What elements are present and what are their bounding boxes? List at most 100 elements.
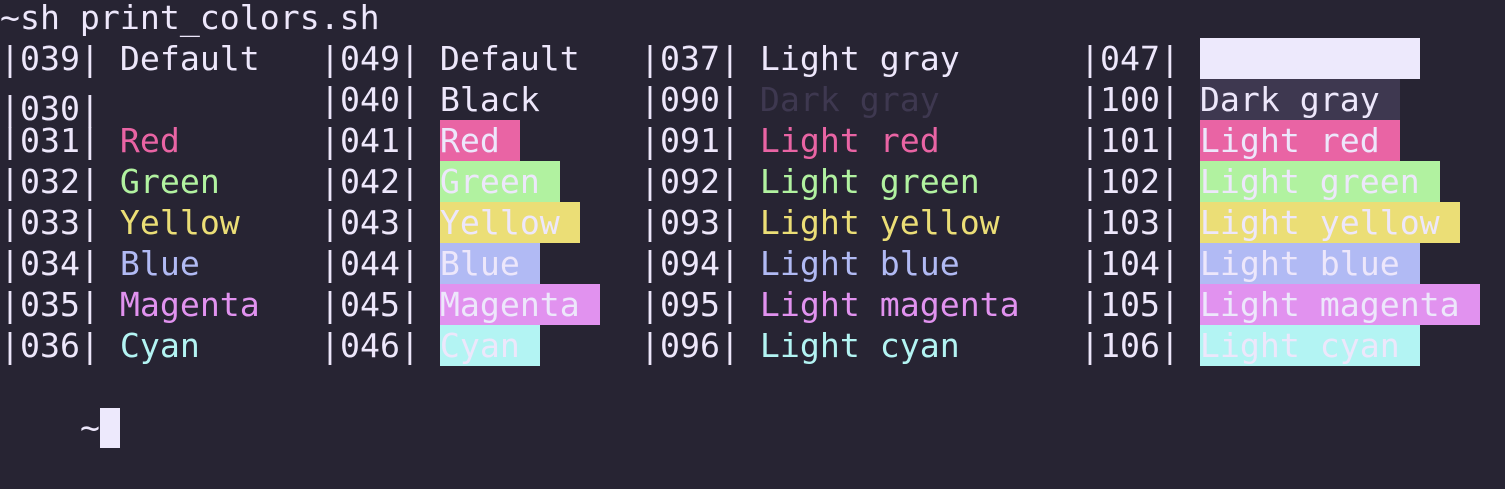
color-cell: |103| Light yellow — [1080, 202, 1460, 243]
color-label: Light blue — [1199, 243, 1420, 284]
color-code: |039| — [0, 39, 100, 78]
color-label: Light yellow — [1199, 202, 1460, 243]
color-cell: |090| Dark gray — [640, 79, 940, 120]
color-code: |106| — [1080, 326, 1180, 365]
color-label: Red — [439, 120, 520, 161]
color-code: |043| — [320, 203, 420, 242]
color-label: Light cyan — [1199, 325, 1420, 366]
color-code: |033| — [0, 203, 100, 242]
color-cell: |100| Dark gray — [1080, 79, 1400, 120]
color-label: Default — [439, 39, 580, 78]
color-code: |092| — [640, 162, 740, 201]
color-code: |036| — [0, 326, 100, 365]
prompt-line[interactable]: ~ — [0, 366, 1505, 448]
color-code: |042| — [320, 162, 420, 201]
color-row: |039| Default |049| Default |037| Light gr… — [0, 38, 1505, 79]
cursor — [99, 408, 120, 448]
color-cell: |036| Cyan — [0, 325, 200, 366]
color-cell: |046| Cyan — [320, 325, 540, 366]
color-label: Cyan — [119, 326, 200, 365]
color-row: |030| |040| Black |090| Dark gray |100| Da… — [0, 79, 1505, 128]
color-code: |037| — [640, 39, 740, 78]
color-label: Dark gray — [759, 80, 940, 119]
color-label: Cyan — [439, 325, 540, 366]
color-cell: |041| Red — [320, 120, 520, 161]
color-cell: |042| Green — [320, 161, 560, 202]
color-code: |100| — [1080, 80, 1180, 119]
color-cell: |092| Light green — [640, 161, 980, 202]
color-label: Magenta — [119, 285, 260, 324]
color-label: Light gray — [1199, 38, 1420, 79]
color-cell: |039| Default — [0, 38, 260, 79]
color-row: |034| Blue |044| Blue |094| Light blue |104… — [0, 243, 1505, 284]
color-cell: |094| Light blue — [640, 243, 960, 284]
color-cell: |035| Magenta — [0, 284, 260, 325]
color-code: |049| — [320, 39, 420, 78]
color-code: |104| — [1080, 244, 1180, 283]
color-label: Red — [119, 121, 180, 160]
color-label: Light cyan — [759, 326, 960, 365]
color-code: |091| — [640, 121, 740, 160]
color-code: |032| — [0, 162, 100, 201]
color-code: |096| — [640, 326, 740, 365]
color-cell: |030| — [0, 79, 120, 128]
color-label: Light red — [759, 121, 940, 160]
color-code: |094| — [640, 244, 740, 283]
color-code: |035| — [0, 285, 100, 324]
color-cell: |091| Light red — [640, 120, 940, 161]
prompt: ~ — [79, 408, 100, 447]
color-cell: |031| Red — [0, 120, 180, 161]
color-code: |101| — [1080, 121, 1180, 160]
color-cell: |096| Light cyan — [640, 325, 960, 366]
color-code: |046| — [320, 326, 420, 365]
color-label: Green — [439, 161, 560, 202]
color-cell: |049| Default — [320, 38, 580, 79]
color-cell: |106| Light cyan — [1080, 325, 1420, 366]
color-row: |032| Green |042| Green |092| Light green |… — [0, 161, 1505, 202]
color-label: Yellow — [119, 203, 240, 242]
color-cell: |093| Light yellow — [640, 202, 1000, 243]
color-cell: |043| Yellow — [320, 202, 580, 243]
color-code: |102| — [1080, 162, 1180, 201]
color-code: |090| — [640, 80, 740, 119]
color-label: Default — [119, 39, 260, 78]
color-label: Blue — [439, 243, 540, 284]
color-cell: |044| Blue — [320, 243, 540, 284]
color-label: Light red — [1199, 120, 1400, 161]
color-code: |040| — [320, 80, 420, 119]
color-label: Light magenta — [759, 285, 1020, 324]
color-cell: |033| Yellow — [0, 202, 240, 243]
color-row: |033| Yellow |043| Yellow |093| Light yell… — [0, 202, 1505, 243]
color-cell: |032| Green — [0, 161, 220, 202]
color-cell: |101| Light red — [1080, 120, 1400, 161]
color-label: Light blue — [759, 244, 960, 283]
color-code: |031| — [0, 121, 100, 160]
color-label: Light gray — [759, 39, 960, 78]
color-cell: |104| Light blue — [1080, 243, 1420, 284]
command-line: ~sh print_colors.sh — [0, 0, 380, 37]
color-cell: |095| Light magenta — [640, 284, 1020, 325]
color-cell: |037| Light gray — [640, 38, 960, 79]
color-code: |103| — [1080, 203, 1180, 242]
color-label: Dark gray — [1199, 79, 1400, 120]
color-code: |045| — [320, 285, 420, 324]
color-label: Magenta — [439, 284, 600, 325]
color-code: |041| — [320, 121, 420, 160]
color-code: |095| — [640, 285, 740, 324]
color-label: Light yellow — [759, 203, 1000, 242]
color-label: Light green — [1199, 161, 1440, 202]
color-code: |044| — [320, 244, 420, 283]
color-label: Blue — [119, 244, 200, 283]
color-label: Light magenta — [1199, 284, 1480, 325]
color-row: |031| Red |041| Red |091| Light red |101| L… — [0, 120, 1505, 161]
color-cell: |034| Blue — [0, 243, 200, 284]
color-code: |093| — [640, 203, 740, 242]
color-code: |030| — [0, 89, 100, 128]
color-label: Green — [119, 162, 220, 201]
color-label: Light green — [759, 162, 980, 201]
color-code: |034| — [0, 244, 100, 283]
color-cell: |040| Black — [320, 79, 540, 120]
color-cell: |047| Light gray — [1080, 38, 1420, 79]
color-code: |047| — [1080, 39, 1180, 78]
color-cell: |045| Magenta — [320, 284, 600, 325]
